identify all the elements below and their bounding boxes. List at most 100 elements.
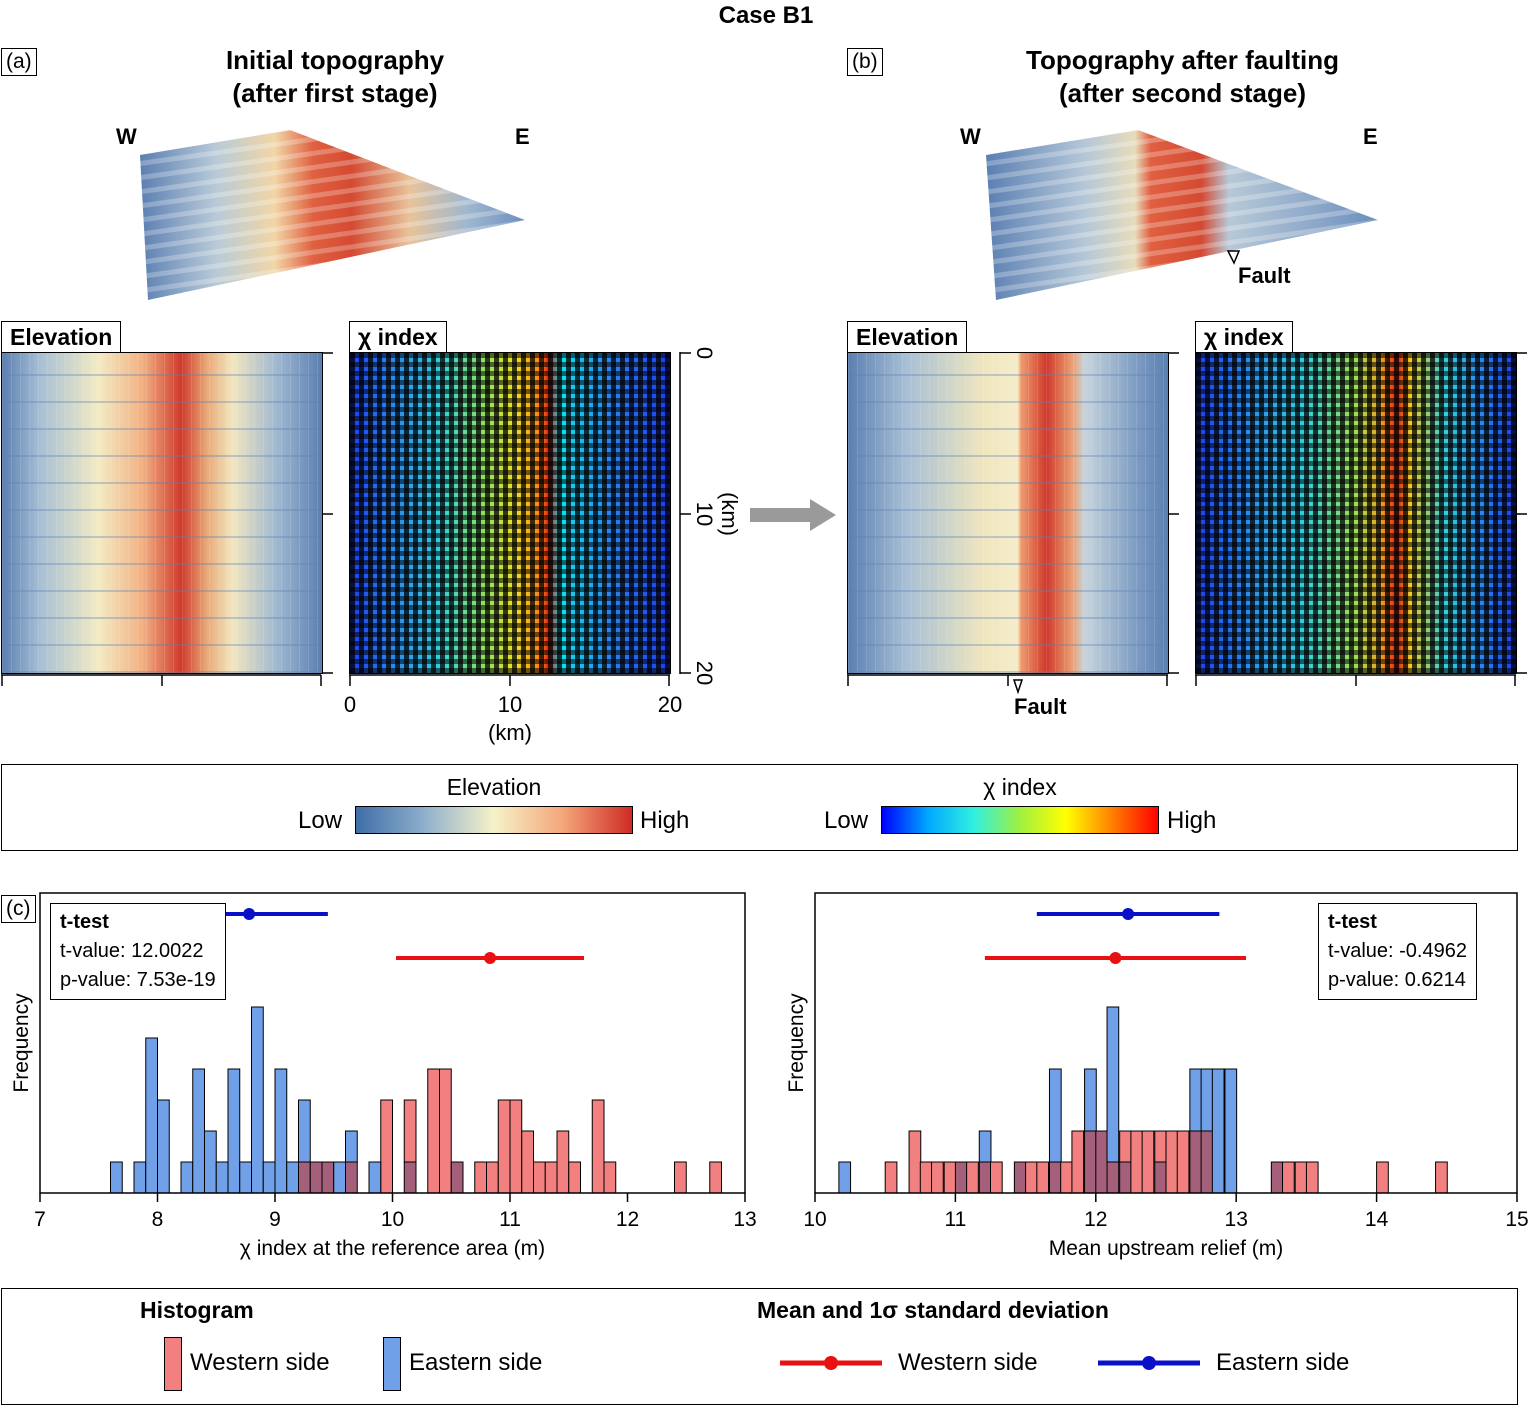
figure-title: Case B1 [718,2,814,29]
y-axis-label: Frequency [785,993,808,1093]
hist-bar-overlap [403,1161,417,1194]
elevation-colorbar-low: Low [298,807,343,834]
hist-bar-overlap [309,1161,323,1194]
hist-bar-overlap [1095,1130,1108,1194]
hist-bar-western [1154,1130,1167,1163]
hist-bar-western [439,1068,452,1194]
mean-point-western [1109,952,1122,964]
hist-bar-overlap [1189,1130,1203,1194]
hist-bar-eastern [157,1099,170,1194]
hist-bar-overlap [978,1161,992,1194]
elevation-colorbar [355,806,633,834]
panel-a-map-axes: 0 10 20 (km) 0 10 20 (km) [1,347,742,745]
panel-a-elevation-map [1,352,323,674]
hist-bar-eastern [192,1068,205,1194]
hist-bar-eastern [251,1006,264,1194]
chi-colorbar-high: High [1167,807,1217,834]
hist-bar-eastern [262,1161,276,1194]
right-ttest-title: t-test [1328,911,1377,933]
hist-bar-overlap [1154,1161,1167,1194]
x-tick-label: 11 [499,1208,521,1231]
x-tick-10: 10 [498,692,522,717]
hist-bar-western [497,1099,511,1194]
hist-bar-overlap [1270,1161,1284,1194]
x-tick-label: 7 [34,1208,46,1231]
panel-b-title-line2: (after second stage) [1058,78,1307,108]
hist-bar-western [1060,1161,1073,1194]
hist-bar-eastern [286,1161,299,1194]
fault-marker-3d-icon [1226,250,1241,265]
hist-bar-eastern [838,1161,852,1194]
hist-bar-eastern [1189,1068,1203,1132]
x-tick-label: 15 [1505,1208,1528,1231]
right-ttest-p-value: p-value: 0.6214 [1328,969,1466,991]
panel-b-elevation-map [847,352,1169,674]
hist-bar-western [1282,1161,1295,1194]
hist-bar-overlap [1106,1161,1120,1194]
left-ttest-t-value: t-value: 12.0022 [60,940,204,962]
x-tick-20: 20 [658,692,682,717]
x-tick-label: 12 [1084,1208,1107,1231]
elevation-colorbar-title: Elevation [446,774,542,800]
hist-bar-western [919,1161,933,1194]
hist-bar-western [403,1099,417,1163]
right-ttest-t-value: t-value: -0.4962 [1328,940,1467,962]
panel-a-chi-tab: χ index [349,321,447,353]
legend-western-mean-icon [780,1356,882,1370]
hist-bar-western [943,1161,957,1194]
hist-bar-western [591,1099,605,1194]
hist-bar-eastern [368,1161,382,1194]
x-tick-label: 11 [944,1208,966,1231]
hist-bar-eastern [1084,1068,1097,1132]
legend-histogram-title: Histogram [140,1297,254,1323]
elevation-colorbar-high: High [640,807,690,834]
left-ttest-title: t-test [60,911,109,933]
hist-bar-eastern [110,1161,123,1194]
x-tick-0: 0 [344,692,356,717]
hist-bar-western [990,1161,1003,1194]
hist-bar-eastern [133,1161,147,1194]
hist-bar-western [1036,1161,1050,1194]
hist-bar-western [533,1161,546,1194]
x-tick-label: 10 [803,1208,826,1231]
panel-b-elevation-tab: Elevation [847,321,968,353]
legend-eastern-swatch [383,1337,401,1391]
panel-a-title-line2: (after first stage) [232,78,438,108]
x-axis-label: Mean upstream relief (m) [1049,1237,1284,1260]
panel-b-map-axes [847,352,1527,695]
hist-bar-western [674,1161,687,1194]
hist-bar-eastern [215,1161,229,1194]
mean-point-western [484,952,497,964]
hist-bar-western [709,1161,722,1194]
panel-b-title-line1: Topography after faulting [1026,45,1339,75]
hist-bar-western [966,1161,979,1194]
mean-point-eastern [1122,908,1135,920]
hist-bar-western [1025,1161,1038,1194]
legend-western-hist-label: Western side [190,1349,330,1376]
panel-b-east-label: E [1363,124,1378,149]
hist-bar-western [1165,1130,1179,1194]
hist-bar-western [474,1161,487,1194]
y-tick-0: 0 [692,347,717,359]
legend-eastern-mean-label: Eastern side [1216,1349,1350,1376]
x-axis-unit: (km) [488,720,532,745]
chi-colorbar-title: χ index [983,774,1057,800]
hist-bar-western [568,1161,581,1194]
hist-bar-eastern [1200,1068,1214,1132]
hist-bar-eastern [345,1130,358,1163]
panel-a-3d-topography [140,130,525,300]
hist-bar-overlap [1200,1130,1214,1194]
panel-b-3d-topography [986,130,1378,300]
hist-bar-overlap [954,1161,968,1194]
hist-bar-eastern [978,1130,992,1163]
hist-bar-eastern [204,1130,217,1194]
hist-bar-overlap [450,1161,464,1194]
relief-histogram-chart: 10 11 12 13 14 15 Mean upstream relief (m) Freq… [785,892,1529,1260]
x-tick-label: 10 [381,1208,404,1231]
hist-bar-western [380,1099,393,1194]
hist-bar-western [556,1130,570,1194]
hist-bar-western [1071,1130,1085,1194]
hist-bar-western [1130,1130,1144,1194]
x-tick-label: 8 [152,1208,164,1231]
hist-bar-eastern [239,1161,252,1194]
